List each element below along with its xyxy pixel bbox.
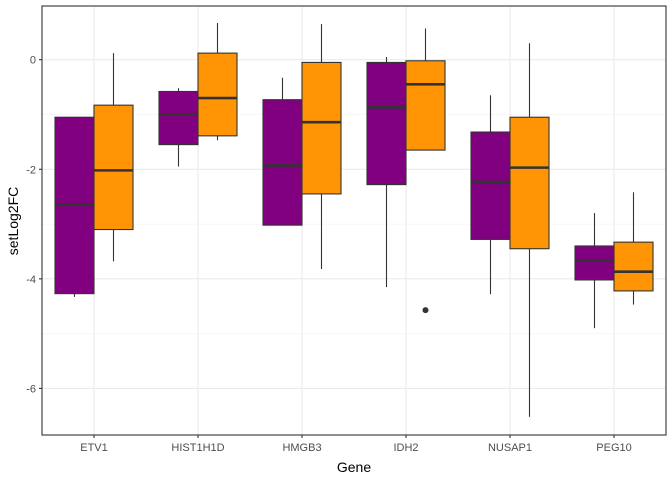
x-tick-label: HIST1H1D [171,442,224,454]
x-tick-label: HMGB3 [282,442,321,454]
y-tick-label: -4 [26,274,36,286]
box-body [262,99,303,226]
box-hist1h1d-2 [197,22,238,141]
y-axis-title: setLog2FC [5,187,21,255]
box-hmgb3-2 [301,24,342,269]
box-nusap1-2 [509,43,550,417]
box-body [613,241,654,292]
box-body [301,61,342,195]
box-body [574,245,615,281]
x-tick-label: IDH2 [393,442,418,454]
plot-panel-border [41,5,667,436]
box-hist1h1d-1 [158,88,199,167]
box-body [366,61,407,186]
box-body [197,52,238,137]
box-body [509,116,550,250]
box-body [158,90,199,146]
x-tick-label: PEG10 [596,442,631,454]
box-etv1-1 [54,116,95,297]
x-tick-label: NUSAP1 [488,442,532,454]
plot-panel [42,6,666,435]
box-etv1-2 [93,53,134,262]
y-tick-label: -2 [26,164,36,176]
box-nusap1-1 [470,95,511,295]
box-idh2-1 [366,56,407,288]
x-axis-title: Gene [337,459,371,475]
y-tick-label: 0 [30,55,36,67]
x-tick-label: ETV1 [80,442,108,454]
box-peg10-2 [613,192,654,305]
y-tick-label: -6 [26,383,36,395]
box-body [470,131,511,240]
box-hmgb3-1 [262,77,303,226]
box-body [405,60,446,151]
axes: 0 -2 -4 -6 ETV1 HIST1H1D HMGB3 IDH2 NUSAP1 PEG10 [26,55,632,454]
box-idh2-2 [405,28,446,314]
box-body [93,104,134,231]
boxes [54,22,654,417]
outlier-point [422,307,429,314]
